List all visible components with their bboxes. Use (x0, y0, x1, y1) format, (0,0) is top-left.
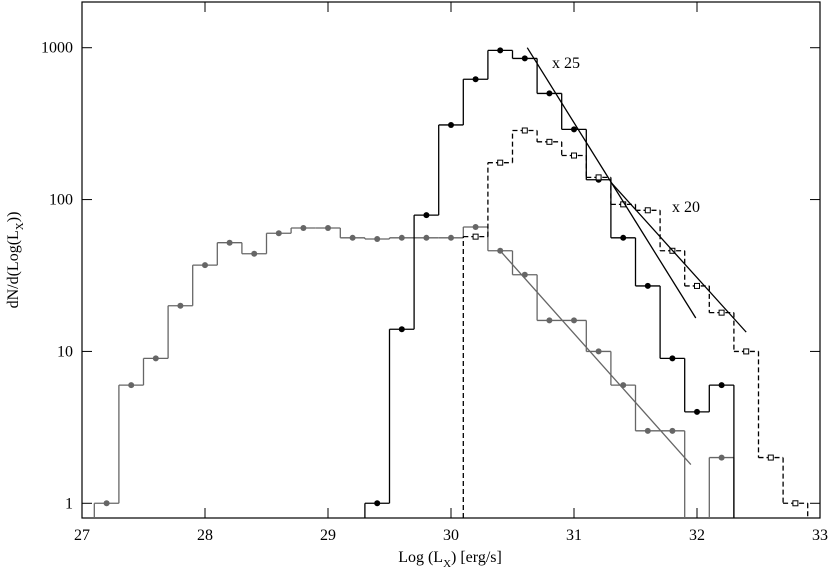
data-point (472, 233, 479, 240)
annotation: x 25 (552, 55, 580, 72)
data-point (103, 500, 110, 507)
data-point (546, 90, 553, 97)
data-point (497, 159, 504, 166)
data-point (349, 234, 356, 241)
data-point (669, 355, 676, 362)
x-tick-label: 31 (566, 527, 582, 544)
y-label-sub: X (14, 222, 26, 230)
data-point (767, 454, 774, 461)
data-point (448, 234, 454, 241)
y-tick-label: 1 (65, 495, 73, 512)
data-point (718, 382, 725, 389)
data-point (521, 127, 528, 134)
data-point (571, 317, 577, 324)
y-axis-label: dN/d(Log(LX)) (5, 212, 26, 309)
plot-frame (81, 1, 821, 519)
data-point (571, 152, 577, 159)
data-point (669, 427, 676, 434)
data-point (374, 500, 381, 507)
x-label-part: Log (L (398, 549, 443, 566)
data-point (423, 212, 430, 219)
y-label-part: dN/d(Log(L (5, 230, 22, 308)
x-tick-label: 28 (197, 527, 213, 544)
data-point (718, 309, 725, 316)
data-point (521, 55, 528, 62)
data-point (595, 348, 602, 355)
x-tick-label: 29 (320, 527, 336, 544)
data-point (595, 174, 602, 181)
data-point (472, 76, 479, 83)
data-point (251, 250, 258, 257)
x-label-sub: X (443, 558, 451, 570)
data-point (275, 230, 282, 237)
data-point (398, 326, 405, 333)
data-point (202, 262, 208, 269)
fit-line (610, 181, 747, 333)
data-point (152, 355, 159, 362)
data-point (423, 234, 430, 241)
data-point (546, 317, 553, 324)
data-point (644, 427, 651, 434)
y-label-part: )) (5, 212, 22, 223)
data-point (374, 235, 381, 242)
y-tick-label: 10 (57, 343, 73, 360)
data-point (743, 348, 750, 355)
data-point (571, 126, 577, 133)
x-label-part: ) [erg/s] (451, 549, 502, 566)
data-point (718, 454, 725, 461)
data-point (300, 224, 307, 231)
data-point (398, 234, 405, 241)
annotation: x 20 (672, 199, 700, 216)
data-point (226, 239, 233, 246)
data-point (694, 282, 700, 289)
data-point (325, 224, 331, 231)
y-tick-label: 100 (49, 192, 73, 209)
x-tick-label: 32 (689, 527, 705, 544)
data-point (694, 408, 700, 415)
fit-line (499, 250, 692, 465)
data-point (644, 282, 651, 289)
x-tick-label: 27 (74, 527, 90, 544)
x-tick-label: 30 (443, 527, 459, 544)
y-tick-label: 1000 (41, 40, 73, 57)
data-point (620, 234, 627, 241)
data-point (177, 302, 184, 309)
x-tick-label: 33 (812, 527, 828, 544)
data-point (128, 382, 135, 389)
x-axis-label: Log (LX) [erg/s] (398, 549, 502, 570)
data-point (546, 138, 553, 145)
data-point (472, 223, 479, 230)
data-point (792, 500, 799, 507)
data-point (644, 207, 651, 214)
data-point (497, 47, 504, 54)
data-point (448, 121, 454, 128)
